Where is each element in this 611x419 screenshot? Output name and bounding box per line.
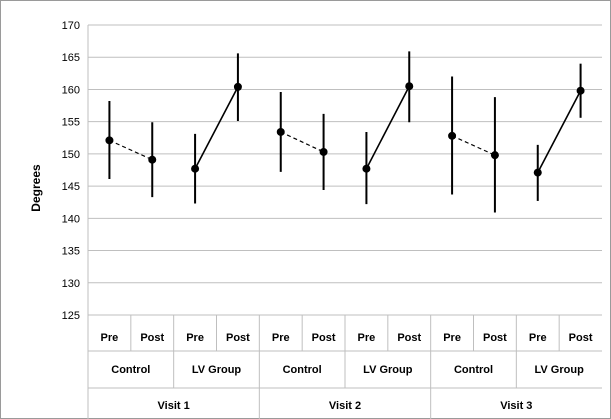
mean-point [405,82,414,91]
y-tick-label: 125 [62,310,80,322]
category-table [87,25,602,419]
category-label: Pre [529,332,547,344]
mean-point [191,164,200,173]
group-label: Control [111,364,150,376]
group-label: Control [283,364,322,376]
category-label: Post [226,332,250,344]
group-label: LV Group [192,364,242,376]
group-label: LV Group [363,364,413,376]
visit-label: Visit 2 [329,400,361,412]
category-label: Pre [101,332,119,344]
category-label: Post [312,332,336,344]
mean-point [105,136,114,145]
category-labels: Pre Post Pre Post Pre Post Pre Post Pre Post Pre Po… [101,332,593,412]
y-tick-label: 160 [62,84,80,96]
y-tick-label: 135 [62,246,80,258]
mean-point [576,86,585,95]
category-label: Pre [186,332,204,344]
category-label: Pre [443,332,461,344]
y-tick-label: 165 [62,52,80,64]
y-axis-title: Degrees [29,164,43,212]
mean-point [362,164,371,173]
category-label: Post [569,332,593,344]
mean-point [233,82,242,91]
y-tick-label: 145 [62,181,80,193]
y-tick-label: 170 [62,20,80,32]
pair-connector [451,135,496,156]
mean-point [148,155,157,164]
y-tick-label: 130 [62,278,80,290]
y-tick-label: 150 [62,149,80,161]
category-label: Post [397,332,421,344]
group-label: LV Group [535,364,585,376]
category-label: Pre [272,332,290,344]
y-tick-label: 140 [62,213,80,225]
category-label: Post [483,332,507,344]
pair-connector [280,131,324,153]
group-label: Control [454,364,493,376]
visit-label: Visit 3 [500,400,532,412]
mean-point [319,147,328,156]
visit-label: Visit 1 [158,400,190,412]
pair-connector [194,86,239,170]
category-label: Pre [358,332,376,344]
data-series [105,51,585,213]
y-axis-ticks: 125 130 135 140 145 150 155 160 165 170 [62,20,80,322]
pair-connector [537,90,582,173]
mean-point [490,151,499,160]
mean-point [276,127,285,136]
pair-connector [109,139,153,161]
mean-point [533,168,542,177]
category-label: Post [140,332,164,344]
gridlines [88,24,602,316]
y-tick-label: 155 [62,117,80,129]
pair-connector [365,85,410,170]
mean-point [448,131,457,140]
